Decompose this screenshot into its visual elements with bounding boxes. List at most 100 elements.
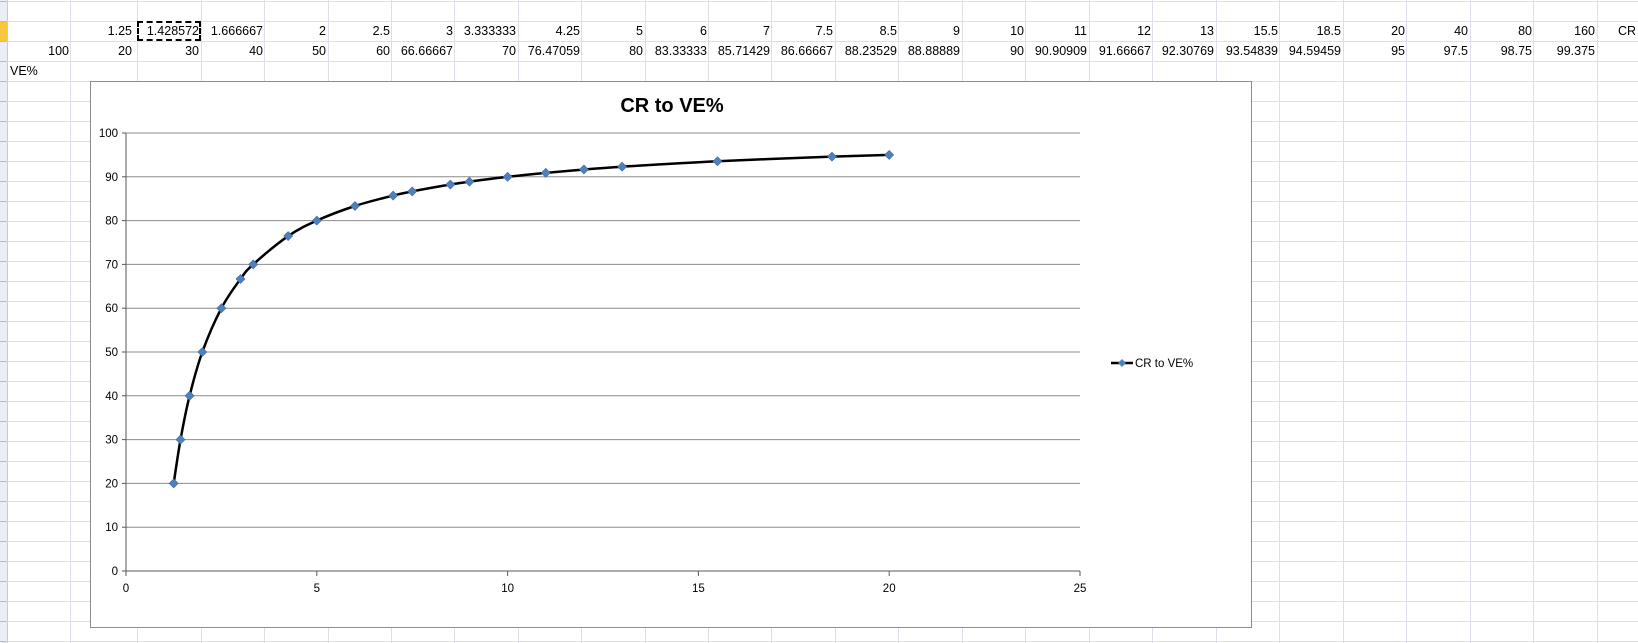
sheet-cell[interactable]: 83.33333: [654, 44, 707, 58]
data-point-marker[interactable]: [445, 179, 456, 190]
sheet-cell[interactable]: 99.375: [1556, 44, 1595, 58]
sheet-cell[interactable]: 30: [185, 44, 199, 58]
sheet-cell[interactable]: 76.47059: [527, 44, 580, 58]
sheet-cell[interactable]: 40: [249, 44, 263, 58]
data-point-marker[interactable]: [168, 478, 179, 489]
x-tick-label: 0: [123, 583, 129, 595]
sheet-cell[interactable]: 90: [1010, 44, 1024, 58]
data-point-marker[interactable]: [712, 156, 723, 167]
data-point-marker[interactable]: [502, 171, 513, 182]
y-tick-label: 50: [105, 347, 118, 359]
data-point-marker[interactable]: [540, 167, 551, 178]
data-point-marker[interactable]: [184, 390, 195, 401]
sheet-cell[interactable]: 4.25: [555, 24, 580, 38]
sheet-cell[interactable]: 9: [953, 24, 960, 38]
data-point-marker[interactable]: [617, 161, 628, 172]
sheet-cell[interactable]: 98.75: [1500, 44, 1532, 58]
sheet-cell[interactable]: 20: [1391, 24, 1405, 38]
row-header-divider: [0, 141, 7, 142]
sheet-cell[interactable]: 97.5: [1443, 44, 1468, 58]
chart-object[interactable]: CR to VE% 0 10 20 30 40 50 60 70 80 90 100 0 5 10 15 20…: [90, 81, 1252, 628]
row-header-divider: [0, 21, 7, 22]
y-tick-label: 90: [105, 172, 118, 184]
sheet-cell[interactable]: 15.5: [1253, 24, 1278, 38]
series-line[interactable]: [172, 153, 890, 484]
row-gridline: [7, 41, 1638, 42]
chart-series[interactable]: [168, 149, 895, 489]
row-header-divider: [0, 401, 7, 402]
data-point-marker[interactable]: [578, 164, 589, 175]
sheet-cell[interactable]: 100: [48, 44, 69, 58]
sheet-cell[interactable]: 88.23529: [844, 44, 897, 58]
data-point-marker[interactable]: [827, 151, 837, 162]
sheet-cell[interactable]: 50: [312, 44, 326, 58]
chart-legend[interactable]: CR to VE%: [1111, 358, 1193, 370]
y-tick-label: 60: [105, 303, 118, 315]
sheet-cell[interactable]: 5: [636, 24, 643, 38]
chart-title[interactable]: CR to VE%: [620, 95, 724, 117]
sheet-cell[interactable]: 80: [629, 44, 643, 58]
active-cell[interactable]: 1.428572: [137, 21, 201, 41]
row-header-divider: [0, 461, 7, 462]
sheet-cell[interactable]: 7: [763, 24, 770, 38]
sheet-cell[interactable]: 85.71429: [717, 44, 770, 58]
data-point-marker[interactable]: [464, 176, 475, 187]
sheet-cell[interactable]: 90.90909: [1034, 44, 1087, 58]
sheet-cell[interactable]: 7.5: [815, 24, 833, 38]
data-point-marker[interactable]: [197, 347, 208, 357]
sheet-cell[interactable]: 3: [446, 24, 453, 38]
sheet-cell[interactable]: [1597, 41, 1638, 61]
data-point-marker[interactable]: [175, 434, 186, 445]
data-point-marker[interactable]: [350, 201, 360, 211]
sheet-cell[interactable]: 94.59459: [1288, 44, 1341, 58]
sheet-cell[interactable]: 88.88889: [907, 44, 960, 58]
sheet-cell[interactable]: 11: [1074, 24, 1087, 38]
sheet-cell[interactable]: VE%: [10, 64, 38, 78]
sheet-cell[interactable]: 86.66667: [780, 44, 833, 58]
sheet-cell[interactable]: 10: [1010, 24, 1024, 38]
row-header-divider: [0, 281, 7, 282]
data-point-marker[interactable]: [216, 303, 227, 314]
sheet-cell[interactable]: 1.666667: [210, 24, 263, 38]
sheet-cell[interactable]: 12: [1137, 24, 1151, 38]
sheet-cell[interactable]: 13: [1200, 24, 1214, 38]
data-point-marker[interactable]: [248, 259, 259, 270]
sheet-cell[interactable]: 2: [319, 24, 326, 38]
sheet-cell[interactable]: 91.66667: [1098, 44, 1151, 58]
sheet-cell[interactable]: 160: [1574, 24, 1595, 38]
selected-row-header[interactable]: [0, 21, 7, 42]
x-tick-label: 10: [501, 583, 514, 595]
sheet-cell[interactable]: 8.5: [879, 24, 897, 38]
data-point-marker[interactable]: [311, 215, 322, 226]
sheet-cell[interactable]: 20: [118, 44, 132, 58]
row-header-divider: [0, 241, 7, 242]
sheet-cell[interactable]: 95: [1391, 44, 1405, 58]
y-tick-label: 100: [99, 128, 118, 140]
row-header-divider: [0, 201, 7, 202]
sheet-cell[interactable]: 2.5: [372, 24, 390, 38]
data-point-marker[interactable]: [283, 231, 294, 241]
sheet-cell[interactable]: 92.30769: [1161, 44, 1214, 58]
data-point-marker[interactable]: [388, 190, 399, 201]
sheet-cell[interactable]: 40: [1454, 24, 1468, 38]
row-header-divider: [0, 421, 7, 422]
sheet-cell[interactable]: 93.54839: [1225, 44, 1278, 58]
sheet-cell[interactable]: 18.5: [1316, 24, 1341, 38]
sheet-cell[interactable]: [7, 21, 71, 41]
sheet-cell[interactable]: 60: [376, 44, 390, 58]
sheet-cell[interactable]: 1.25: [107, 24, 132, 38]
data-point-marker[interactable]: [407, 186, 418, 197]
chart-canvas: CR to VE% 0 10 20 30 40 50 60 70 80 90 100 0 5 10 15 20…: [99, 95, 1193, 595]
y-tick-label: 40: [105, 391, 118, 403]
sheet-cell[interactable]: 6: [700, 24, 707, 38]
sheet-cell[interactable]: 66.66667: [400, 44, 453, 58]
sheet-cell[interactable]: 80: [1518, 24, 1532, 38]
sheet-cell[interactable]: 3.333333: [463, 24, 516, 38]
sheet-cell[interactable]: CR: [1617, 24, 1636, 38]
row-gridline: [7, 61, 1638, 62]
row-header-divider: [0, 481, 7, 482]
row-header-divider: [0, 361, 7, 362]
data-point-marker[interactable]: [884, 149, 895, 160]
sheet-cell[interactable]: 70: [502, 44, 516, 58]
data-point-marker[interactable]: [235, 274, 246, 284]
